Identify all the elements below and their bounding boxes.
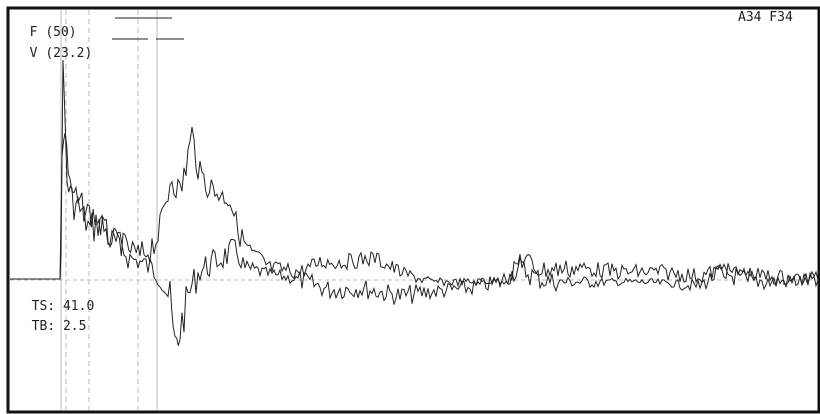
- force-trace: [10, 59, 819, 346]
- velocity-legend: V (23.2): [14, 31, 93, 61]
- ts-label: TS:: [31, 299, 56, 314]
- velocity-trace: [10, 126, 819, 288]
- force-legend-label: F: [29, 25, 38, 40]
- velocity-legend-label: V: [29, 46, 38, 61]
- ts-value: 41.0: [62, 299, 95, 314]
- tb-value: 2.5: [62, 319, 87, 334]
- record-id: A34 F34: [738, 10, 793, 25]
- ts-readout: TS: 41.0: [16, 284, 95, 314]
- velocity-legend-scale: (23.2): [45, 46, 93, 61]
- tb-label: TB:: [31, 319, 56, 334]
- tb-readout: TB: 2.5: [16, 304, 87, 334]
- force-legend: F (50): [14, 10, 77, 40]
- plot-border: [6, 6, 820, 414]
- force-legend-scale: (50): [45, 25, 77, 40]
